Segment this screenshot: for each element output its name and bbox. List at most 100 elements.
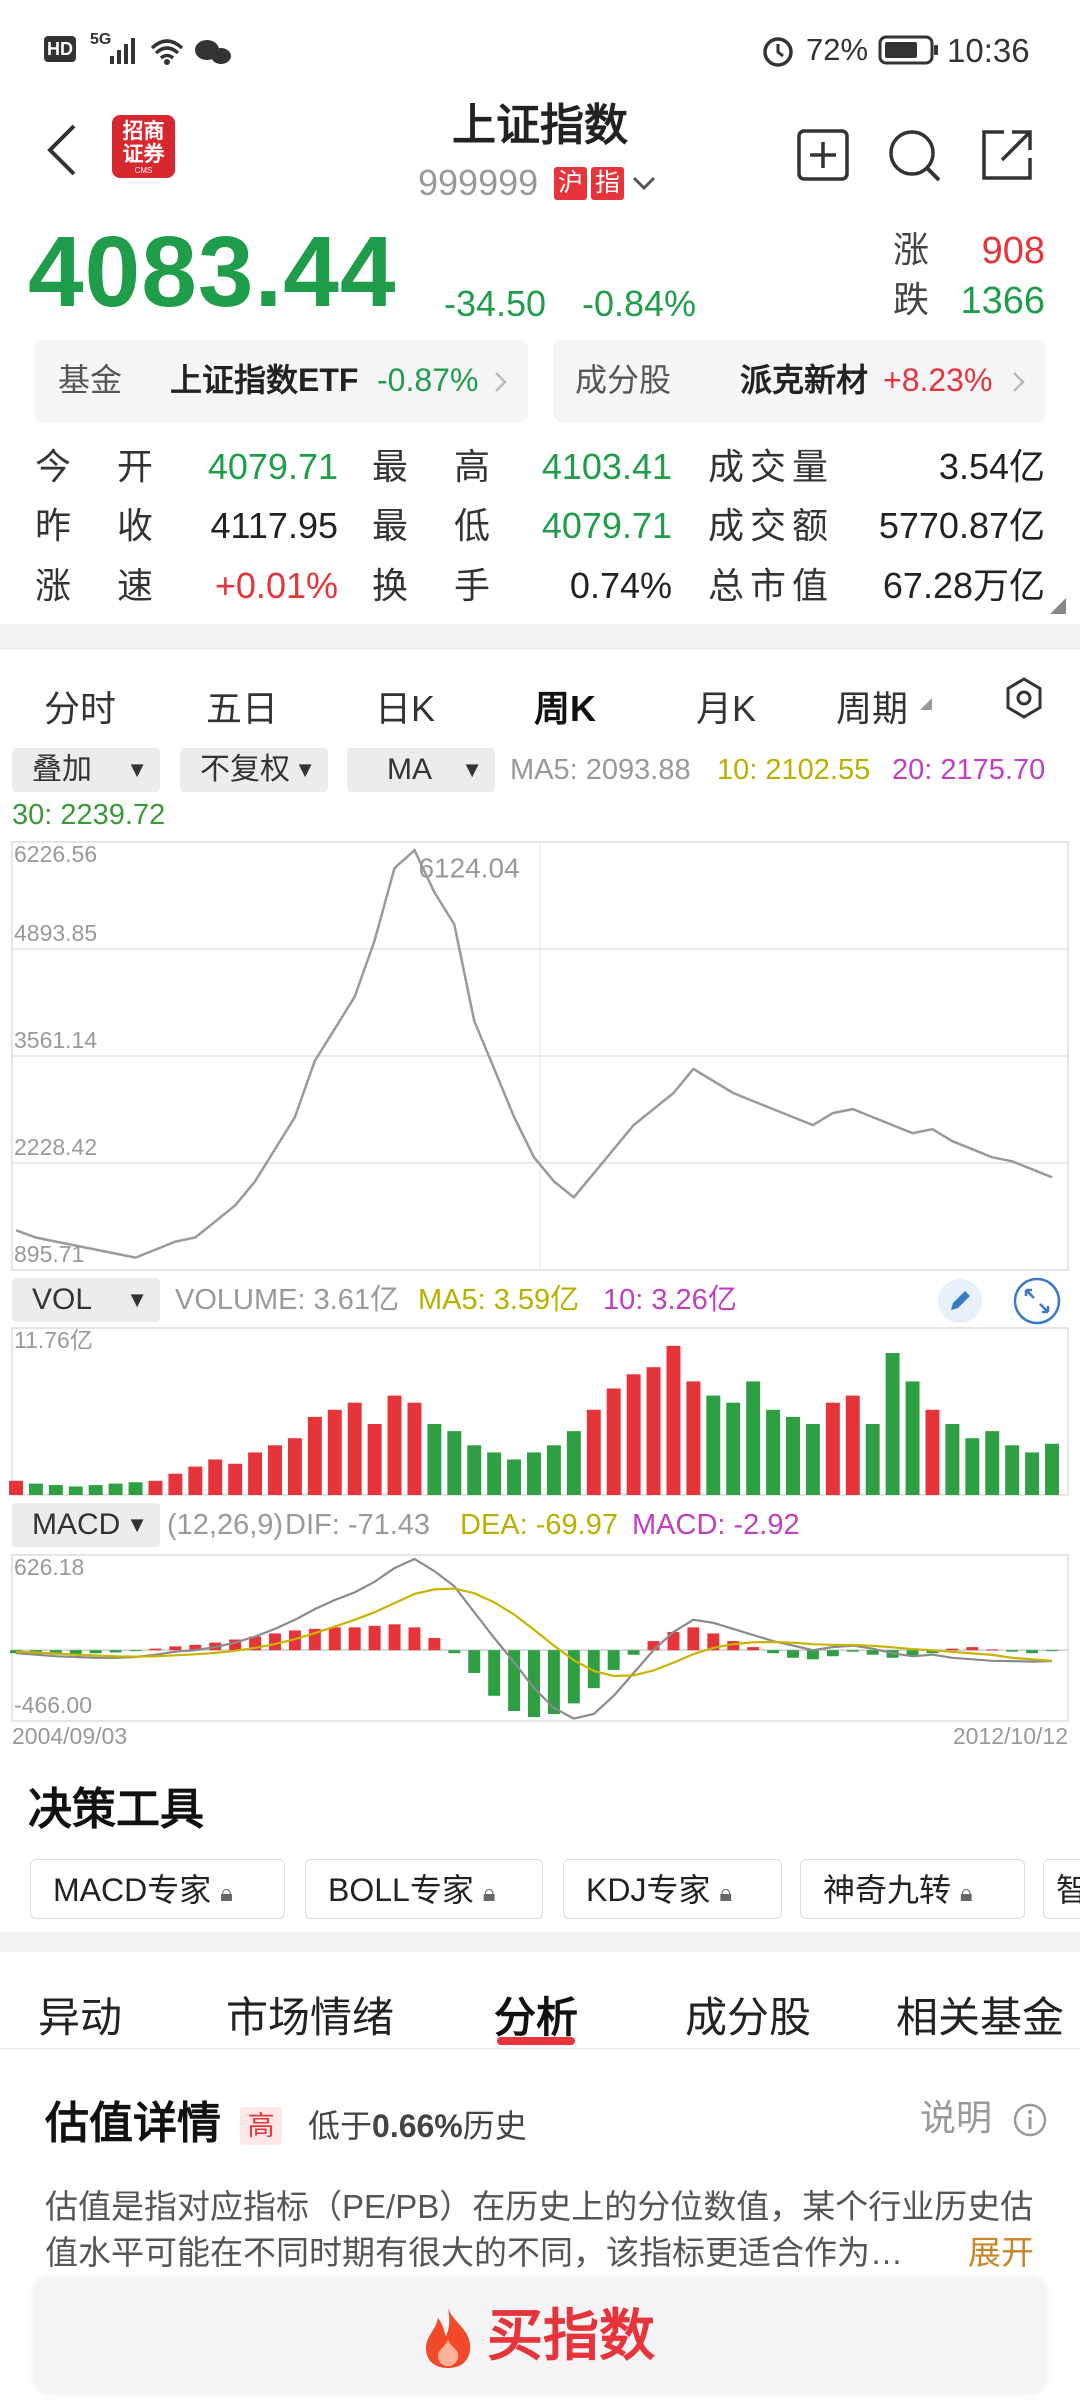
logo-top: 招商 (122, 120, 165, 143)
panel-frame (11, 1327, 1069, 1496)
expand-link[interactable]: 展开 (968, 2234, 1034, 2271)
stat-label: 今开 (35, 446, 153, 487)
volume-bar (387, 1395, 402, 1495)
info-tab-active[interactable]: 分析 (493, 1994, 579, 2041)
tool-button[interactable]: MACD专家 🔒︎ (30, 1859, 285, 1919)
macd-bar (966, 1647, 979, 1651)
macd-bar (288, 1630, 301, 1651)
back-button[interactable] (44, 122, 80, 178)
volume-bar (148, 1480, 163, 1495)
indicator-selector[interactable]: MA ▼ (347, 748, 495, 792)
y-tick-label: -466.00 (14, 1692, 92, 1718)
macd-bar (368, 1625, 381, 1651)
valuation-summary: 低于0.66%历史 (308, 2110, 527, 2142)
macd-bar (587, 1650, 600, 1689)
volume-bar (626, 1374, 641, 1495)
macd-bar (627, 1650, 640, 1655)
macd-bar (767, 1650, 780, 1654)
volume-bar (367, 1423, 382, 1495)
info-tab[interactable]: 市场情绪 (225, 1994, 395, 2041)
tool-button[interactable]: KDJ专家 🔒︎ (563, 1859, 782, 1919)
code-dropdown[interactable] (630, 172, 658, 194)
overlay-selector[interactable]: 叠加 ▼ (12, 748, 160, 792)
macd-bar (607, 1650, 620, 1670)
flame-icon (426, 2308, 471, 2368)
stat-label: 最高 (372, 446, 490, 487)
decliners-label: 跌 (893, 279, 930, 320)
fullscreen-button[interactable] (1012, 1276, 1062, 1326)
selector-caret: ▼ (294, 757, 316, 782)
volume-bar (268, 1445, 282, 1495)
y-tick-label: 626.18 (14, 1554, 84, 1580)
help-link[interactable]: 说明 (920, 2097, 993, 2138)
peak-annotation: 6124.04 (418, 853, 519, 884)
stat-value: +0.01% (214, 565, 338, 606)
fund-card[interactable]: 基金 上证指数ETF -0.87% (35, 340, 528, 422)
volume-bar (1045, 1443, 1059, 1495)
tool-text: MACD专家 (53, 1872, 212, 1908)
volume-selector[interactable]: VOL ▼ (12, 1278, 160, 1322)
period-tab[interactable]: 月K (695, 688, 757, 729)
macd-bar (508, 1650, 521, 1711)
volume-bar (1005, 1445, 1020, 1495)
stat-label: 涨速 (35, 565, 153, 606)
edit-button[interactable] (937, 1278, 983, 1324)
chart-settings-button[interactable] (1002, 676, 1046, 720)
volume-bar (208, 1459, 223, 1495)
info-tab[interactable]: 异动 (37, 1994, 123, 2041)
buy-button[interactable]: 买指数 (35, 2280, 1045, 2394)
period-tab-active[interactable]: 周K (534, 688, 596, 729)
expand-corner[interactable] (1048, 596, 1068, 616)
volume-ma-label: 10: 3.26亿 (603, 1284, 737, 1316)
card-name: 派克新材 (740, 362, 869, 398)
status-icons (110, 38, 231, 65)
tool-button[interactable]: 智 (1043, 1859, 1080, 1919)
constituent-card[interactable]: 成分股 派克新材 +8.23% (553, 340, 1045, 422)
selector-text: 不复权 (200, 753, 290, 786)
period-tab[interactable]: 分时 (43, 688, 117, 729)
alarm-icon (763, 37, 793, 67)
adjust-selector[interactable]: 不复权 ▼ (180, 748, 328, 792)
macd-bar (388, 1624, 401, 1651)
logo-sub: CMS (134, 166, 153, 175)
period-tab[interactable]: 日K (374, 688, 436, 729)
stat-value: 4103.41 (541, 446, 672, 487)
macd-selector[interactable]: MACD ▼ (12, 1503, 160, 1547)
info-tab[interactable]: 成分股 (684, 1994, 812, 2041)
volume-bar (527, 1452, 541, 1495)
tool-button[interactable]: BOLL专家 🔒︎ (305, 1859, 543, 1919)
add-watchlist-button[interactable] (795, 127, 851, 183)
x-date-label: 2012/10/12 (953, 1723, 1068, 1749)
volume-bar (327, 1409, 342, 1495)
volume-bar (467, 1445, 482, 1495)
broker-logo: 招商 证券 CMS (112, 115, 175, 178)
macd-bar (89, 1650, 102, 1654)
dropdown-triangle (920, 698, 932, 710)
dea-label: DEA: -69.97 (460, 1509, 618, 1541)
macd-bar (29, 1650, 42, 1655)
period-tab[interactable]: 周期 (835, 688, 909, 729)
info-tab[interactable]: 相关基金 (895, 1994, 1065, 2041)
period-tab[interactable]: 五日 (205, 688, 279, 729)
volume-bar (766, 1409, 781, 1495)
hd-icon: HD (44, 36, 76, 62)
section-divider (0, 624, 1080, 650)
share-button[interactable] (978, 126, 1036, 184)
lock-icon: 🔒︎ (482, 1880, 496, 1907)
search-button[interactable] (885, 126, 945, 186)
macd-bar (408, 1627, 421, 1651)
volume-label: VOLUME: 3.61亿 (175, 1284, 400, 1316)
tool-button[interactable]: 神奇九转 🔒︎ (800, 1859, 1025, 1919)
selector-text: VOL (32, 1283, 93, 1316)
y-tick-label: 3561.14 (14, 1027, 97, 1053)
macd-bar (707, 1633, 720, 1651)
macd-bar (269, 1633, 281, 1651)
stat-value: 4079.71 (207, 446, 338, 487)
macd-bar (249, 1636, 262, 1651)
macd-bar (667, 1631, 680, 1651)
stat-label: 成交量 (708, 446, 828, 487)
y-tick-label: 2228.42 (14, 1134, 97, 1160)
volume-bar (128, 1482, 143, 1495)
info-icon[interactable] (1012, 2102, 1048, 2138)
selector-caret: ▼ (126, 757, 148, 782)
